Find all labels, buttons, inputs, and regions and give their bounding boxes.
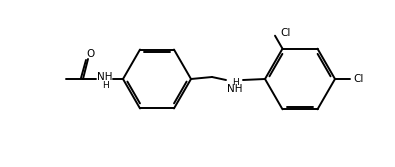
Text: NH: NH <box>97 72 113 82</box>
Text: O: O <box>86 49 94 59</box>
Text: H: H <box>102 80 108 90</box>
Text: Cl: Cl <box>353 74 363 84</box>
Text: NH: NH <box>227 84 243 94</box>
Text: Cl: Cl <box>280 28 290 38</box>
Text: H: H <box>231 78 238 87</box>
